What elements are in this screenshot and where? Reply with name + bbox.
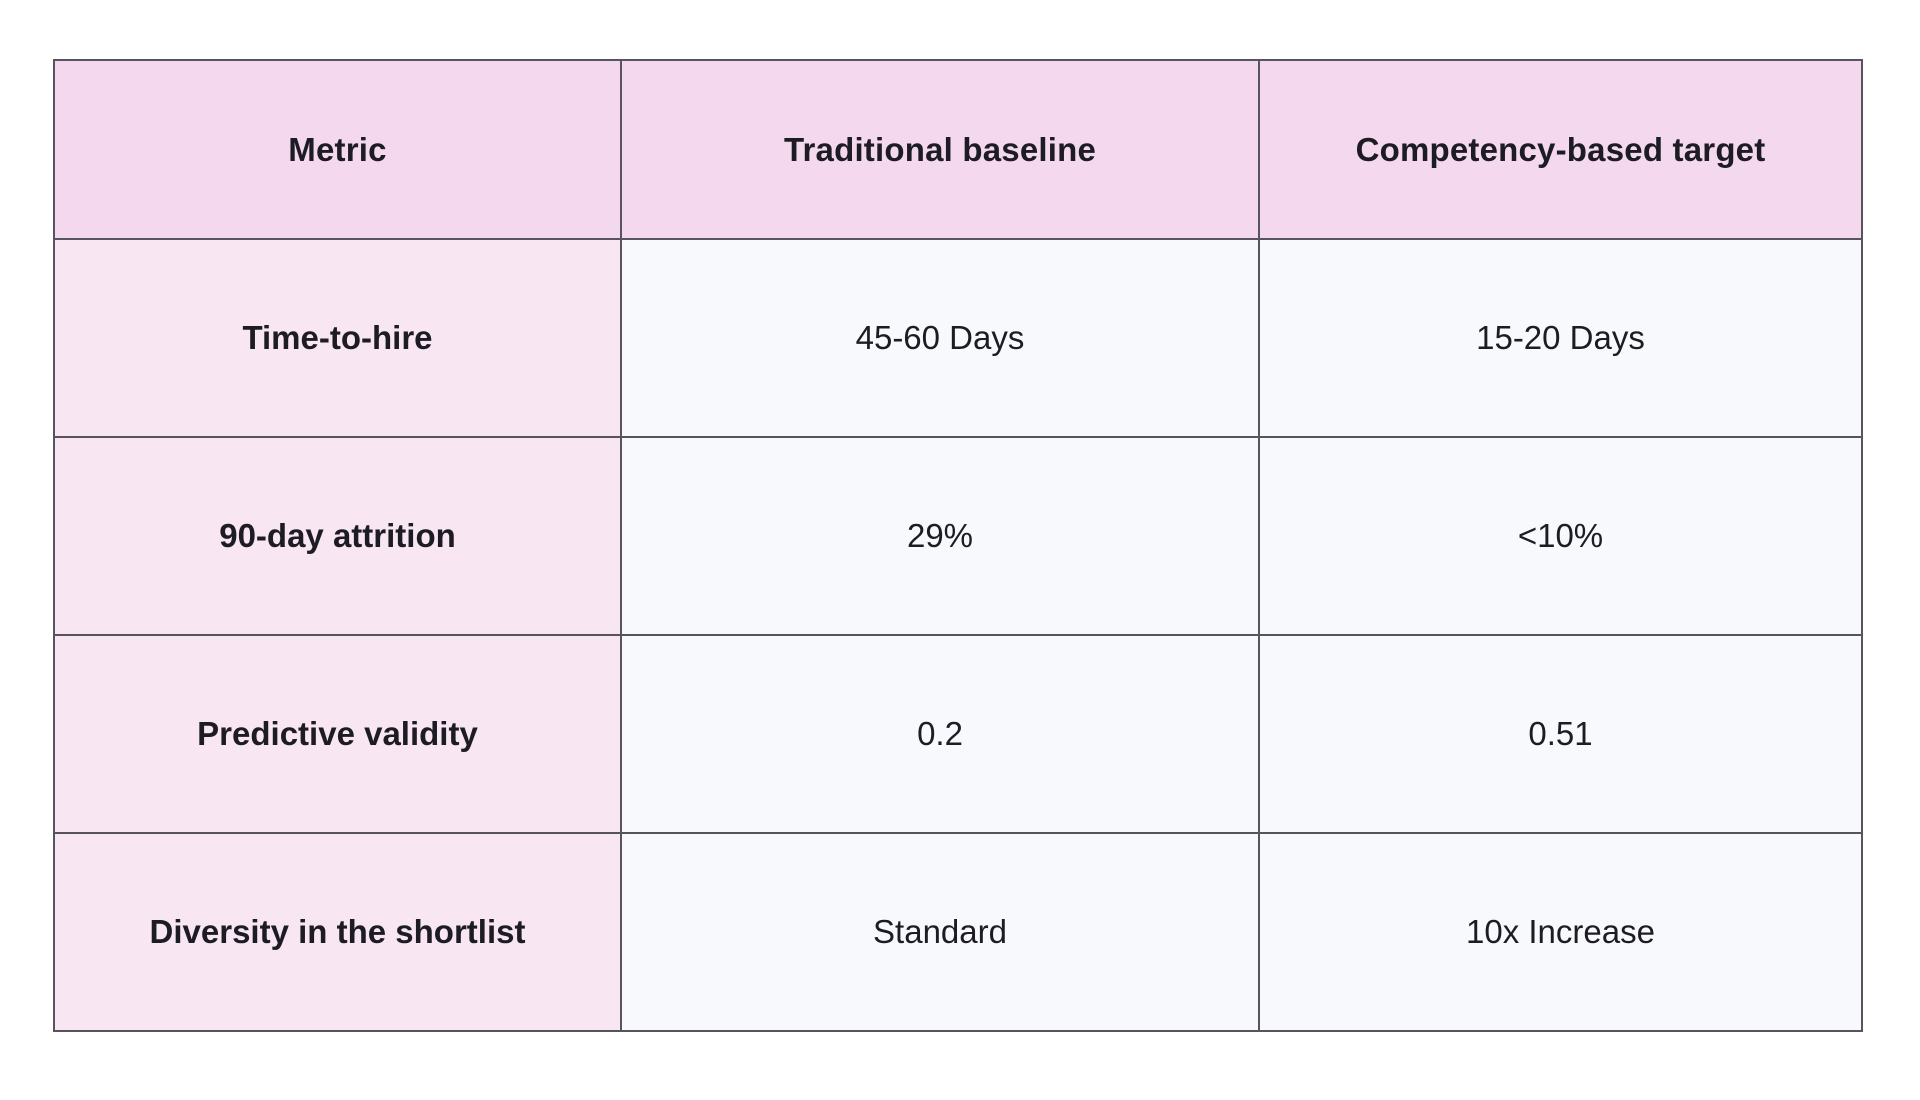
metric-label: Diversity in the shortlist [53,832,622,1032]
table-row-90-day-attrition: 90-day attrition 29% <10% [53,436,1863,636]
baseline-value: 45-60 Days [620,238,1260,438]
table-row-predictive-validity: Predictive validity 0.2 0.51 [53,634,1863,834]
header-cell-competency-based-target: Competency-based target [1258,59,1863,240]
baseline-value: Standard [620,832,1260,1032]
metric-label: Time-to-hire [53,238,622,438]
metric-label: 90-day attrition [53,436,622,636]
baseline-value: 29% [620,436,1260,636]
baseline-value: 0.2 [620,634,1260,834]
target-value: 15-20 Days [1258,238,1863,438]
table-row-time-to-hire: Time-to-hire 45-60 Days 15-20 Days [53,238,1863,438]
metrics-comparison-table: Metric Traditional baseline Competency-b… [53,59,1863,1032]
header-cell-traditional-baseline: Traditional baseline [620,59,1260,240]
table-row-diversity-in-the-shortlist: Diversity in the shortlist Standard 10x … [53,832,1863,1032]
header-row: Metric Traditional baseline Competency-b… [53,59,1863,240]
target-value: 0.51 [1258,634,1863,834]
metric-label: Predictive validity [53,634,622,834]
target-value: 10x Increase [1258,832,1863,1032]
header-cell-metric: Metric [53,59,622,240]
target-value: <10% [1258,436,1863,636]
